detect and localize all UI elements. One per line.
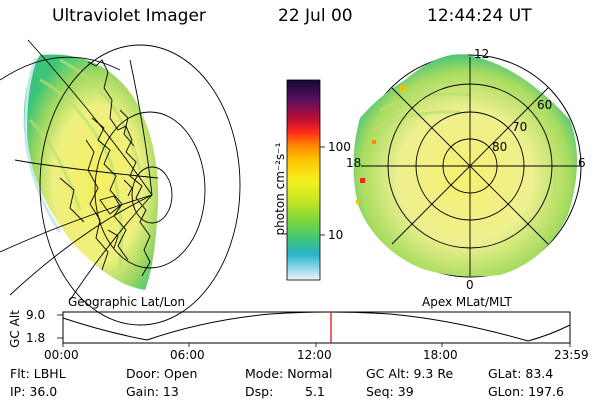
mlt-label-6: 6 [578, 156, 586, 170]
time-tick-0000: 00:00 [44, 348, 79, 362]
geographic-image [23, 54, 159, 290]
info-mode: Mode: Normal [245, 366, 333, 381]
time-tick-0600: 06:00 [170, 348, 205, 362]
mlt-label-12: 12 [474, 47, 490, 61]
colorbar-ticks [320, 146, 325, 236]
altitude-curve [62, 311, 571, 342]
polar-image [353, 54, 578, 277]
info-gain: Gain: 13 [126, 384, 179, 399]
colorbar-tick-100: 100 [328, 140, 351, 154]
polar-grid [361, 57, 580, 276]
info-glon: GLon: 197.6 [488, 384, 564, 399]
info-door: Door: Open [126, 366, 198, 381]
right-panel-caption: Apex MLat/MLT [422, 295, 512, 309]
altitude-y-label: GC Alt [8, 310, 22, 348]
altitude-plot-ticks [57, 314, 571, 347]
info-ip: IP: 36.0 [10, 384, 58, 399]
mlat-label-70: 70 [512, 120, 528, 134]
image-time: 12:44:24 UT [427, 6, 532, 26]
colorbar-unit-label: photon cm⁻²s⁻¹ [273, 142, 287, 236]
info-dsp-label: Dsp: [245, 384, 274, 399]
info-seq: Seq: 39 [366, 384, 414, 399]
geographic-grid [0, 39, 241, 326]
info-glat: GLat: 83.4 [488, 366, 554, 381]
altitude-y-tick-1-8: 1.8 [26, 331, 46, 345]
mlat-label-60: 60 [537, 98, 553, 112]
altitude-y-tick-9: 9.0 [26, 308, 46, 322]
mlt-label-18: 18 [346, 156, 362, 170]
time-tick-1200: 12:00 [297, 348, 332, 362]
time-tick-2359: 23:59 [554, 348, 589, 362]
instrument-title: Ultraviolet Imager [52, 6, 206, 26]
colorbar-tick-10: 10 [328, 228, 344, 242]
time-tick-1800: 18:00 [423, 348, 458, 362]
info-gc-alt: GC Alt: 9.3 Re [366, 366, 454, 381]
image-date: 22 Jul 00 [278, 6, 353, 26]
colorbar [286, 79, 321, 281]
coastlines [59, 59, 151, 277]
info-filter: Flt: LBHL [10, 366, 66, 381]
left-panel-caption: Geographic Lat/Lon [68, 295, 186, 309]
mlt-label-0: 0 [466, 278, 474, 292]
mlat-label-80: 80 [492, 140, 508, 154]
info-dsp-value: 5.1 [305, 384, 325, 399]
